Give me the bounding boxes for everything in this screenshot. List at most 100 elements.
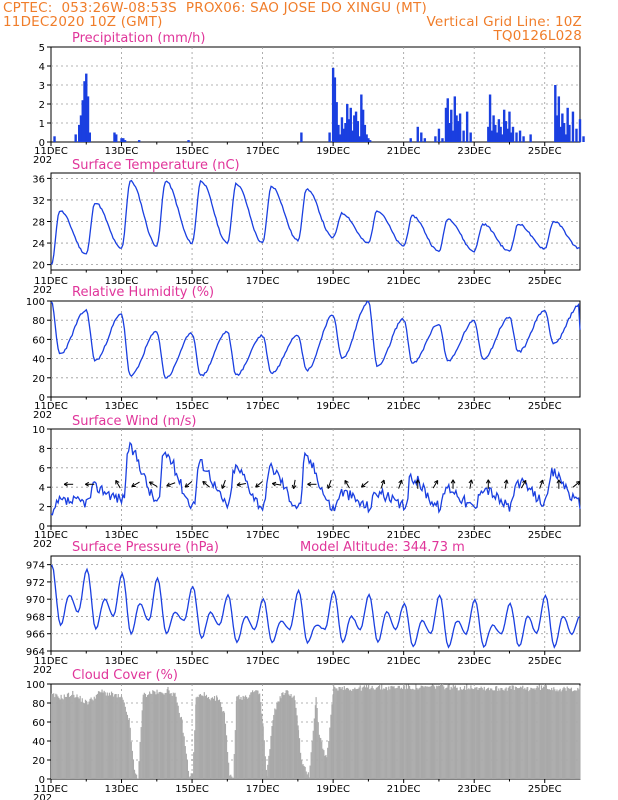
cloud-cover-bar (293, 695, 295, 779)
pressure-ytick-label: 970 (26, 595, 45, 606)
cloud-cover-bar (481, 687, 483, 779)
cloud-cover-bar (536, 685, 538, 779)
precip-bar (444, 107, 448, 142)
cloud-cover-bar (411, 689, 413, 779)
cloud-cover-bar (151, 694, 153, 779)
cloud-cover-bar (562, 688, 564, 779)
precip-bar (495, 132, 499, 142)
cloud-cover-bar (577, 687, 579, 779)
wind-arrow-head (166, 485, 171, 487)
precip-bar (86, 96, 90, 142)
precip-bar (434, 136, 437, 142)
cloud-cover-bar (208, 699, 211, 779)
pressure-line (51, 564, 581, 649)
precip-xtick-label: 21DEC (387, 146, 421, 157)
pressure-xtick-label: 11DEC (34, 656, 68, 667)
cloud-cover-bar (351, 691, 353, 779)
cloud-cover-bar (505, 687, 507, 779)
cloud-cover-bar (428, 686, 430, 779)
temp-xtick-label: 11DEC (34, 276, 68, 287)
cloud-cover-bar (124, 706, 126, 779)
cloud-cover-bar (98, 691, 101, 779)
wind-arrow-head (487, 479, 491, 484)
cloud-cover-bar (398, 685, 400, 779)
cloud-cover-bar (159, 691, 161, 779)
wind-arrow-shaft (236, 483, 246, 486)
cloud-cover-bar (289, 695, 291, 779)
cloud-cover-bar (63, 694, 65, 779)
cloud-cover-bar (155, 694, 157, 779)
cloud-cover-bar (568, 688, 570, 779)
cloud-cover-bar (307, 772, 309, 779)
precip-bar (115, 134, 118, 142)
precip-xtick-label: 23DEC (457, 146, 491, 157)
cloud-cover-bar (373, 689, 375, 779)
cloud-cover-bar (254, 691, 256, 779)
cloud-cover-bar (110, 691, 113, 779)
cloud-ytick-label: 100 (26, 680, 45, 691)
wind-arrow-shaft (432, 480, 439, 489)
cloud-cover-bar (263, 740, 265, 779)
temp-ytick-label: 20 (32, 261, 45, 272)
precip-bar (578, 119, 582, 142)
temp-ytick-label: 36 (32, 174, 45, 185)
precip-xtick-label: 15DEC (175, 146, 209, 157)
wind-xtick-label: 11DEC (34, 530, 68, 541)
cloud-cover-bar (491, 690, 494, 779)
cloud-ytick-label: 20 (32, 756, 45, 767)
cloud-cover-bar (117, 694, 119, 779)
cloud-cover-bar (88, 701, 90, 779)
cloud-cover-bar (558, 690, 560, 779)
cloud-cover-bar (376, 687, 379, 779)
cloud-cover-bar (234, 730, 236, 779)
cloud-cover-bar (431, 684, 434, 779)
wind-xtick-label: 13DEC (105, 530, 139, 541)
cloud-cover-bar (225, 735, 228, 779)
cloud-cover-bar (337, 690, 339, 779)
cloud-cover-bar (77, 697, 79, 779)
wind-arrow-shaft (539, 479, 544, 489)
cloud-cover-bar (346, 687, 349, 779)
cloud-cover-bar (504, 688, 506, 779)
precip-bar (328, 132, 331, 142)
cloud-cover-bar (474, 687, 476, 779)
cloud-cover-bar (456, 687, 458, 779)
precip-bar (575, 128, 578, 142)
wind-arrow-shaft (272, 483, 282, 486)
wind-arrow-shaft (293, 479, 296, 489)
cloud-cover-bar (449, 689, 451, 779)
cloud-cover-bar (122, 699, 124, 779)
precip-bar (346, 104, 349, 142)
cloud-cover-bar (406, 688, 409, 779)
rh-xtick-label: 13DEC (105, 401, 139, 412)
cloud-cover-bar (372, 688, 374, 779)
cloud-cover-bar (150, 693, 152, 779)
cloud-cover-bar (412, 688, 414, 779)
cloud-cover-bar (196, 696, 198, 779)
cloud-cover-bar (93, 696, 95, 779)
cloud-cover-bar (198, 694, 200, 779)
header-date: 11DEC2020 10Z (GMT) (3, 14, 163, 30)
cloud-cover-bar (183, 736, 185, 779)
cloud-cover-bar (436, 685, 438, 779)
cloud-cover-bar (55, 693, 57, 779)
cloud-cover-bar (359, 685, 361, 779)
cloud-cover-bar (82, 702, 84, 779)
precip-xtick-label: 17DEC (246, 146, 280, 157)
wind-arrow-head (401, 479, 403, 485)
cloud-cover-bar (141, 710, 143, 779)
wind-xtick-label: 23DEC (457, 530, 491, 541)
cloud-cover-bar (175, 696, 177, 779)
wind-arrow-shaft (149, 481, 158, 487)
cloud-cover-bar (497, 690, 499, 779)
cloud-cover-bar (322, 748, 324, 779)
cloud-cover-bar (350, 689, 352, 779)
precip-bar (497, 119, 501, 142)
cloud-cover-bar (90, 697, 92, 779)
cloud-cover-bar (465, 689, 467, 779)
cloud-cover-bar (262, 726, 264, 779)
cloud-cover-bar (308, 777, 310, 779)
precip-bar (469, 132, 472, 142)
cloud-cover-bar (154, 691, 156, 779)
cloud-cover-bar (103, 690, 105, 779)
